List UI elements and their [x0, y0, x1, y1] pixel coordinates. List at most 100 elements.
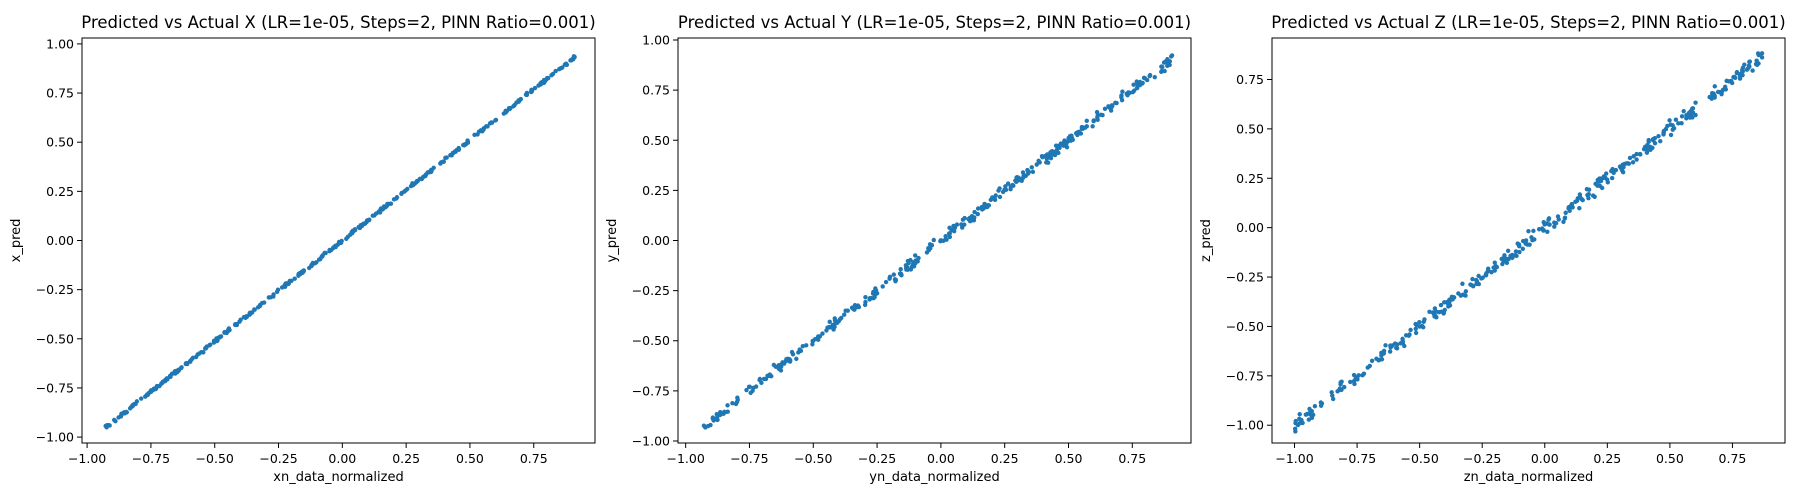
data-point [1431, 311, 1437, 317]
data-point [1021, 173, 1027, 178]
scatter-points [103, 54, 577, 430]
data-point [1483, 272, 1488, 278]
data-point [385, 201, 390, 207]
data-point [1525, 242, 1530, 247]
data-point [975, 211, 980, 217]
x-tick-label: 0.00 [1531, 451, 1559, 466]
data-point [926, 246, 931, 251]
data-point [301, 268, 307, 274]
data-point [1656, 133, 1661, 139]
data-point [1095, 115, 1100, 120]
data-point [1577, 205, 1582, 211]
data-point [405, 186, 410, 192]
data-point [837, 317, 843, 322]
y-tick-label: −0.75 [1226, 368, 1264, 383]
data-point [414, 179, 419, 185]
data-point [1690, 106, 1696, 111]
y-tick-label: −0.25 [36, 282, 74, 297]
data-point [1456, 291, 1461, 296]
data-point [947, 234, 953, 240]
y-tick-label: −0.50 [1226, 319, 1264, 334]
data-point [1003, 187, 1009, 193]
data-point [1330, 393, 1335, 398]
data-point [863, 294, 868, 300]
data-point [1681, 108, 1686, 114]
y-tick-label: 0.50 [642, 133, 670, 148]
data-point [1676, 121, 1681, 126]
data-point [207, 343, 212, 348]
data-point [1369, 358, 1375, 363]
data-point [391, 197, 397, 202]
data-point [1586, 187, 1592, 192]
data-point [1165, 57, 1170, 62]
data-point [1668, 132, 1674, 138]
data-point [714, 411, 719, 417]
data-point [1476, 273, 1481, 279]
data-point [947, 225, 952, 231]
data-point [1513, 249, 1519, 254]
data-point [820, 331, 825, 336]
data-point [1485, 266, 1491, 271]
data-point [1075, 132, 1080, 138]
data-point [336, 239, 342, 245]
x-tick-label: 0.25 [991, 451, 1019, 466]
data-point [1744, 67, 1750, 72]
data-point [1609, 168, 1614, 174]
y-tick-label: −0.25 [1226, 270, 1264, 285]
data-point [201, 350, 206, 355]
data-point [1470, 276, 1475, 282]
x-tick-label: −1.00 [1275, 451, 1313, 466]
data-point [1442, 300, 1447, 305]
chart-title: Predicted vs Actual Z (LR=1e-05, Steps=2… [1271, 13, 1785, 32]
data-point [1526, 228, 1531, 234]
data-point [203, 345, 208, 351]
data-point [1520, 238, 1526, 244]
data-point [1667, 118, 1672, 123]
data-point [217, 334, 223, 339]
data-point [327, 247, 332, 253]
data-point [1025, 167, 1030, 173]
data-point [1054, 147, 1060, 152]
subplot-y: Predicted vs Actual Y (LR=1e-05, Steps=2… [605, 13, 1192, 485]
data-point [1337, 386, 1342, 391]
y-tick-label: 0.75 [642, 83, 670, 98]
data-point [780, 360, 785, 365]
data-point [1388, 343, 1393, 348]
data-point [1360, 373, 1365, 378]
y-tick-label: 0.50 [1236, 121, 1264, 136]
y-tick-label: −0.50 [36, 331, 74, 346]
data-point [1160, 64, 1165, 70]
data-point [1045, 160, 1051, 165]
data-point [138, 396, 144, 401]
x-tick-label: −0.25 [858, 451, 896, 466]
y-tick-label: 1.00 [642, 33, 670, 48]
x-tick-label: −1.00 [667, 451, 705, 466]
data-point [1109, 103, 1115, 108]
data-point [1670, 127, 1675, 132]
data-point [323, 250, 328, 256]
data-point [913, 253, 918, 258]
data-point [1517, 249, 1522, 255]
data-point [1652, 141, 1658, 146]
data-point [1580, 197, 1585, 203]
data-point [1438, 302, 1444, 308]
data-point [196, 351, 202, 356]
x-ticks: −1.00 −0.75 −0.50 −0.25 0.00 0.25 0.50 0.75 [1275, 443, 1746, 466]
data-point [1733, 75, 1738, 81]
data-point [1137, 83, 1143, 88]
data-point [960, 217, 966, 222]
data-point [952, 224, 958, 229]
data-point [1387, 349, 1393, 354]
scatter-points [701, 53, 1175, 430]
data-point [1724, 78, 1729, 84]
data-point [975, 206, 981, 211]
y-ticks: −1.00 −0.75 −0.50 −0.25 0.00 0.25 0.50 0.75 1.00 [36, 36, 82, 445]
data-point [1604, 171, 1609, 176]
data-point [1312, 403, 1318, 409]
data-point [1309, 415, 1315, 421]
data-point [485, 124, 490, 129]
data-point [179, 365, 184, 370]
data-point [1417, 320, 1422, 325]
data-point [1003, 184, 1008, 189]
data-point [234, 322, 240, 328]
